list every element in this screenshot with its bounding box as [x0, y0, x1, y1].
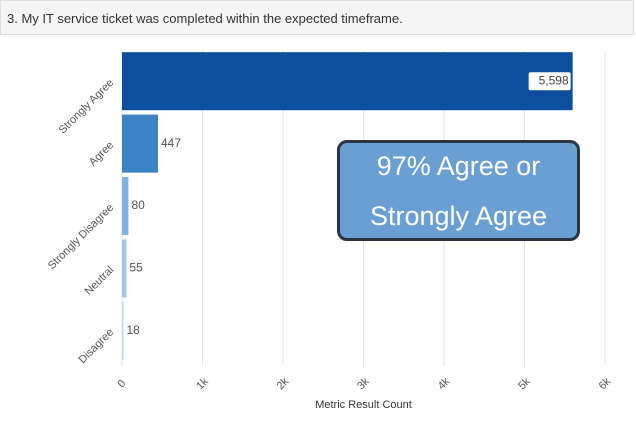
x-tick-label: 0	[116, 378, 129, 391]
value-label: 5,598	[539, 73, 569, 87]
y-tick-label: Disagree	[77, 326, 117, 366]
value-label: 18	[126, 323, 140, 337]
y-tick-label: Agree	[87, 139, 116, 168]
x-tick-label: 6k	[597, 375, 614, 392]
value-label: 447	[161, 136, 181, 150]
x-tick-label: 1k	[194, 375, 211, 392]
value-label-bg	[528, 72, 571, 91]
y-tick-label: Strongly Disagree	[46, 202, 116, 272]
y-tick-label: Neutral	[83, 264, 117, 298]
value-label: 55	[129, 261, 143, 275]
x-tick-label: 4k	[436, 375, 453, 392]
bar	[122, 114, 158, 173]
annotation: 97% Agree or Strongly Agree	[337, 140, 580, 241]
y-tick-label: Strongly Agree	[57, 77, 117, 137]
x-tick-label: 2k	[275, 375, 292, 392]
x-tick-label: 3k	[355, 375, 372, 392]
x-axis-label: Metric Result Count	[315, 399, 412, 411]
value-label: 80	[131, 198, 145, 212]
chart-title: 3. My IT service ticket was completed wi…	[0, 0, 634, 35]
bar	[122, 176, 129, 236]
bar	[122, 239, 127, 298]
bar	[122, 301, 124, 360]
x-tick-label: 5k	[516, 375, 533, 392]
bar	[122, 52, 573, 111]
